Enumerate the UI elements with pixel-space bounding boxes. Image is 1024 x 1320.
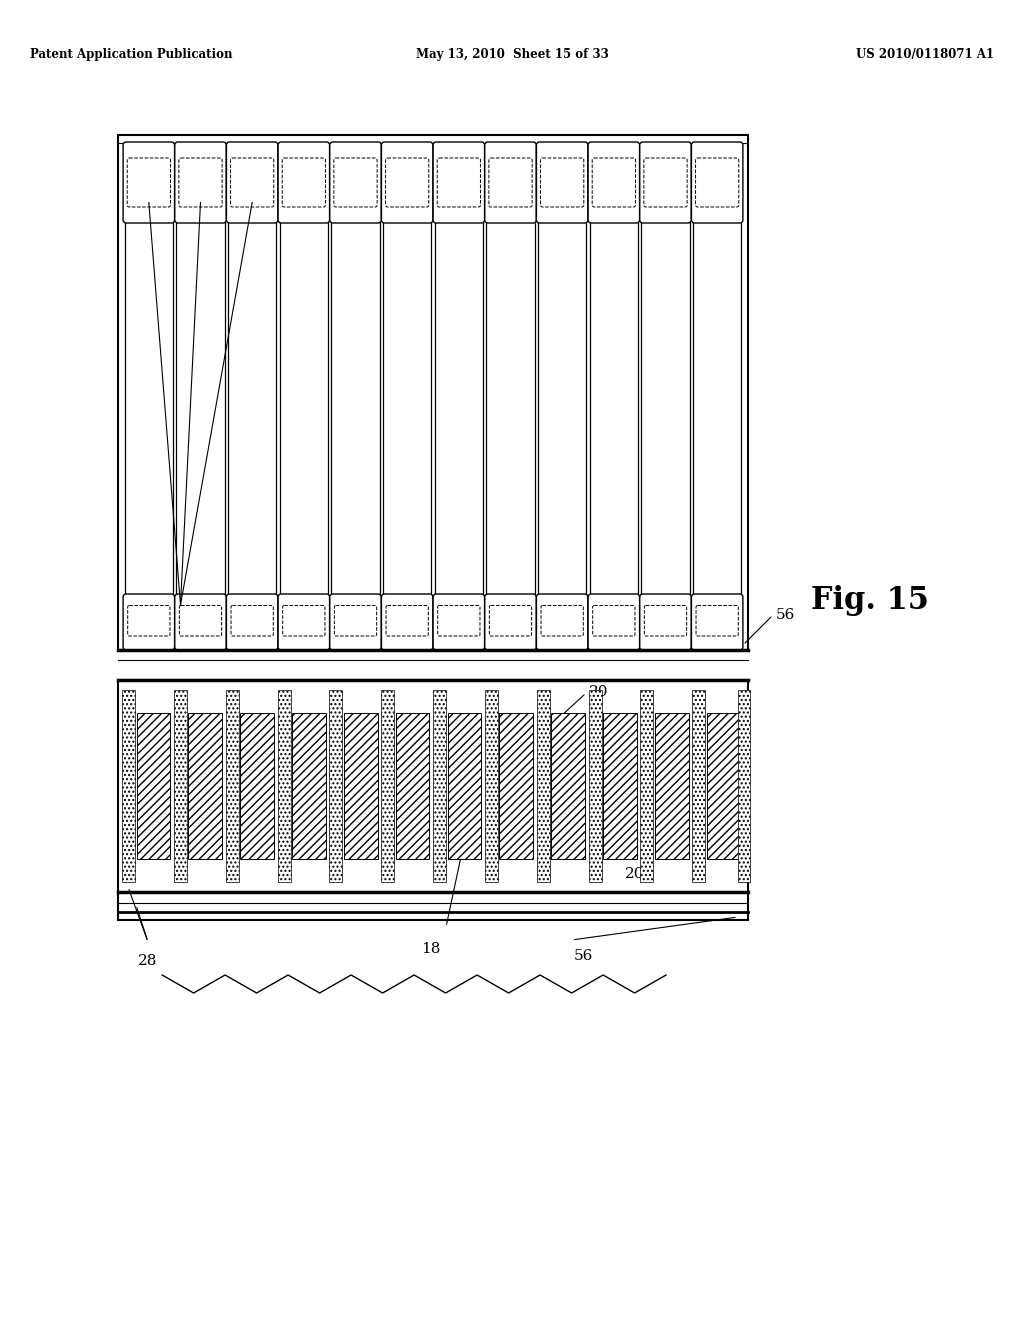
- FancyBboxPatch shape: [437, 606, 480, 636]
- Bar: [136, 713, 170, 859]
- Text: 56: 56: [776, 609, 796, 622]
- Bar: [174, 690, 187, 882]
- FancyBboxPatch shape: [175, 594, 226, 649]
- FancyBboxPatch shape: [386, 606, 428, 636]
- FancyBboxPatch shape: [644, 606, 687, 636]
- Bar: [500, 713, 534, 859]
- Bar: [188, 713, 222, 859]
- Bar: [640, 690, 653, 882]
- Bar: [241, 713, 273, 859]
- FancyBboxPatch shape: [330, 594, 381, 649]
- Text: 56: 56: [573, 949, 593, 964]
- FancyBboxPatch shape: [541, 158, 584, 207]
- FancyBboxPatch shape: [593, 606, 635, 636]
- FancyBboxPatch shape: [231, 606, 273, 636]
- FancyBboxPatch shape: [179, 606, 221, 636]
- FancyBboxPatch shape: [335, 606, 377, 636]
- FancyBboxPatch shape: [279, 143, 330, 223]
- Text: 20: 20: [625, 867, 644, 880]
- Bar: [707, 713, 740, 859]
- Bar: [551, 713, 585, 859]
- FancyBboxPatch shape: [691, 143, 742, 223]
- Text: 18: 18: [421, 942, 440, 956]
- FancyBboxPatch shape: [537, 143, 588, 223]
- Bar: [738, 690, 750, 882]
- Bar: [654, 713, 688, 859]
- Bar: [381, 690, 394, 882]
- FancyBboxPatch shape: [226, 594, 278, 649]
- FancyBboxPatch shape: [385, 158, 429, 207]
- FancyBboxPatch shape: [123, 594, 174, 649]
- Text: Patent Application Publication: Patent Application Publication: [30, 48, 232, 61]
- Bar: [330, 690, 342, 882]
- Text: 20: 20: [589, 685, 608, 700]
- FancyBboxPatch shape: [433, 594, 484, 649]
- Bar: [537, 690, 550, 882]
- FancyBboxPatch shape: [691, 594, 742, 649]
- Bar: [344, 713, 378, 859]
- Bar: [589, 690, 601, 882]
- Text: 28: 28: [138, 954, 158, 968]
- FancyBboxPatch shape: [127, 158, 170, 207]
- FancyBboxPatch shape: [588, 594, 640, 649]
- Bar: [118, 680, 748, 920]
- FancyBboxPatch shape: [230, 158, 273, 207]
- FancyBboxPatch shape: [334, 158, 377, 207]
- FancyBboxPatch shape: [381, 143, 433, 223]
- FancyBboxPatch shape: [381, 594, 433, 649]
- Bar: [292, 713, 326, 859]
- FancyBboxPatch shape: [279, 594, 330, 649]
- FancyBboxPatch shape: [128, 606, 170, 636]
- FancyBboxPatch shape: [179, 158, 222, 207]
- FancyBboxPatch shape: [484, 594, 537, 649]
- Bar: [447, 713, 481, 859]
- Bar: [603, 713, 637, 859]
- Bar: [692, 690, 706, 882]
- Bar: [122, 690, 135, 882]
- Text: May 13, 2010  Sheet 15 of 33: May 13, 2010 Sheet 15 of 33: [416, 48, 608, 61]
- FancyBboxPatch shape: [695, 158, 738, 207]
- Text: 511: 511: [450, 620, 479, 634]
- FancyBboxPatch shape: [696, 606, 738, 636]
- FancyBboxPatch shape: [283, 606, 325, 636]
- FancyBboxPatch shape: [175, 143, 226, 223]
- FancyBboxPatch shape: [640, 143, 691, 223]
- FancyBboxPatch shape: [489, 606, 531, 636]
- Bar: [118, 135, 748, 649]
- Text: Fig. 15: Fig. 15: [811, 585, 929, 615]
- Bar: [225, 690, 239, 882]
- FancyBboxPatch shape: [433, 143, 484, 223]
- FancyBboxPatch shape: [588, 143, 640, 223]
- Bar: [433, 690, 446, 882]
- FancyBboxPatch shape: [537, 594, 588, 649]
- FancyBboxPatch shape: [283, 158, 326, 207]
- FancyBboxPatch shape: [592, 158, 636, 207]
- FancyBboxPatch shape: [437, 158, 480, 207]
- Text: 212: 212: [176, 620, 205, 634]
- FancyBboxPatch shape: [640, 594, 691, 649]
- FancyBboxPatch shape: [226, 143, 278, 223]
- FancyBboxPatch shape: [123, 143, 174, 223]
- Bar: [278, 690, 291, 882]
- FancyBboxPatch shape: [644, 158, 687, 207]
- FancyBboxPatch shape: [484, 143, 537, 223]
- FancyBboxPatch shape: [330, 143, 381, 223]
- FancyBboxPatch shape: [541, 606, 584, 636]
- Bar: [484, 690, 498, 882]
- Bar: [395, 713, 429, 859]
- Text: US 2010/0118071 A1: US 2010/0118071 A1: [856, 48, 994, 61]
- FancyBboxPatch shape: [488, 158, 532, 207]
